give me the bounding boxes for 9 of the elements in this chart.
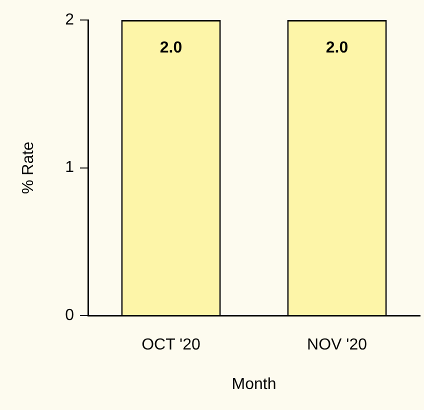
data-label: 2.0 — [160, 39, 182, 56]
y-axis-title: % Rate — [20, 141, 38, 194]
data-label: 2.0 — [326, 39, 348, 56]
x-tick-label: OCT '20 — [142, 336, 200, 354]
y-tick-label: 2 — [65, 11, 74, 28]
x-axis-title: Month — [232, 376, 276, 393]
y-tick-label: 0 — [65, 307, 74, 324]
y-tick-label: 1 — [65, 159, 74, 176]
x-tick-label: NOV '20 — [307, 336, 368, 354]
